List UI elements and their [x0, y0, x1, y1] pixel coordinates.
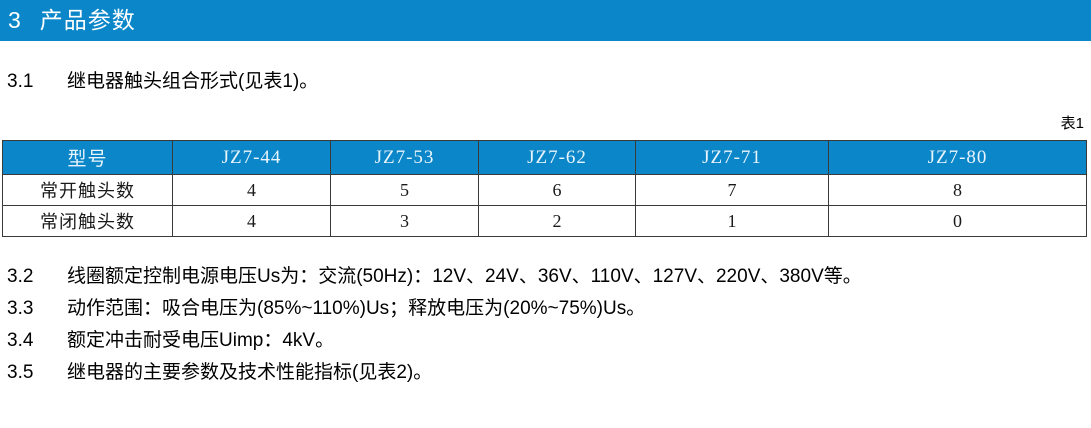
paragraph-3-5-number: 3.5 — [7, 362, 34, 383]
paragraph-3-2: 3.2 线圈额定控制电源电压Us为：交流(50Hz)：12V、24V、36V、1… — [0, 262, 1091, 292]
table-row: 常开触头数 4 5 6 7 8 — [2, 174, 1087, 206]
table1-header-model: 型号 — [2, 140, 173, 175]
paragraph-3-2-text: 线圈额定控制电源电压Us为：交流(50Hz)：12V、24V、36V、110V、… — [67, 266, 862, 287]
table1-row1-cell2: 2 — [478, 205, 636, 237]
paragraph-3-2-number: 3.2 — [7, 266, 34, 287]
table1-row1-cell4: 0 — [828, 205, 1087, 237]
table1-header-jz7-53: JZ7-53 — [330, 140, 479, 175]
table1-row0-cell3: 7 — [635, 174, 829, 206]
table1-header-jz7-62: JZ7-62 — [478, 140, 636, 175]
paragraph-3-3: 3.3 动作范围：吸合电压为(85%~110%)Us；释放电压为(20%~75%… — [0, 294, 1091, 324]
table1-body: 常开触头数 4 5 6 7 8 常闭触头数 4 3 2 1 0 — [2, 174, 1087, 237]
table1-row0-cell2: 6 — [478, 174, 636, 206]
paragraph-3-1-text: 继电器触头组合形式(见表1)。 — [67, 71, 319, 92]
table-row: 常闭触头数 4 3 2 1 0 — [2, 205, 1087, 237]
paragraph-3-3-text: 动作范围：吸合电压为(85%~110%)Us；释放电压为(20%~75%)Us。 — [67, 298, 646, 319]
table1-row1-cell3: 1 — [635, 205, 829, 237]
table1-caption: 表1 — [1060, 115, 1084, 132]
table1-row1-cell1: 3 — [330, 205, 479, 237]
table1-row0-cell4: 8 — [828, 174, 1087, 206]
table1-row0-label: 常开触头数 — [2, 174, 173, 206]
table1-head: 型号 JZ7-44 JZ7-53 JZ7-62 JZ7-71 JZ7-80 — [2, 140, 1087, 175]
paragraph-3-1: 3.1 继电器触头组合形式(见表1)。 — [0, 67, 1091, 97]
paragraph-3-5: 3.5 继电器的主要参数及技术性能指标(见表2)。 — [0, 358, 1091, 388]
table1-row0-cell0: 4 — [172, 174, 331, 206]
table1-header-jz7-80: JZ7-80 — [828, 140, 1087, 175]
table-header-row: 型号 JZ7-44 JZ7-53 JZ7-62 JZ7-71 JZ7-80 — [2, 140, 1087, 175]
section-number: 3 — [8, 7, 21, 33]
contact-combination-table: 型号 JZ7-44 JZ7-53 JZ7-62 JZ7-71 JZ7-80 常开… — [2, 140, 1087, 237]
paragraph-3-4-text: 额定冲击耐受电压Uimp：4kV。 — [67, 330, 335, 351]
table1-header-jz7-71: JZ7-71 — [635, 140, 829, 175]
lower-paragraph-block: 3.2 线圈额定控制电源电压Us为：交流(50Hz)：12V、24V、36V、1… — [0, 262, 1091, 388]
paragraph-3-1-number: 3.1 — [7, 71, 34, 92]
table1-container: 型号 JZ7-44 JZ7-53 JZ7-62 JZ7-71 JZ7-80 常开… — [0, 140, 1091, 237]
table1-row1-label: 常闭触头数 — [2, 205, 173, 237]
paragraph-3-3-number: 3.3 — [7, 298, 34, 319]
paragraph-3-4-number: 3.4 — [7, 330, 34, 351]
table1-header-jz7-44: JZ7-44 — [172, 140, 331, 175]
paragraph-3-4: 3.4 额定冲击耐受电压Uimp：4kV。 — [0, 326, 1091, 356]
paragraph-3-5-text: 继电器的主要参数及技术性能指标(见表2)。 — [67, 362, 433, 383]
table1-row1-cell0: 4 — [172, 205, 331, 237]
section-banner: 3 产品参数 — [0, 0, 1091, 41]
section-title: 产品参数 — [39, 7, 136, 33]
table1-row0-cell1: 5 — [330, 174, 479, 206]
